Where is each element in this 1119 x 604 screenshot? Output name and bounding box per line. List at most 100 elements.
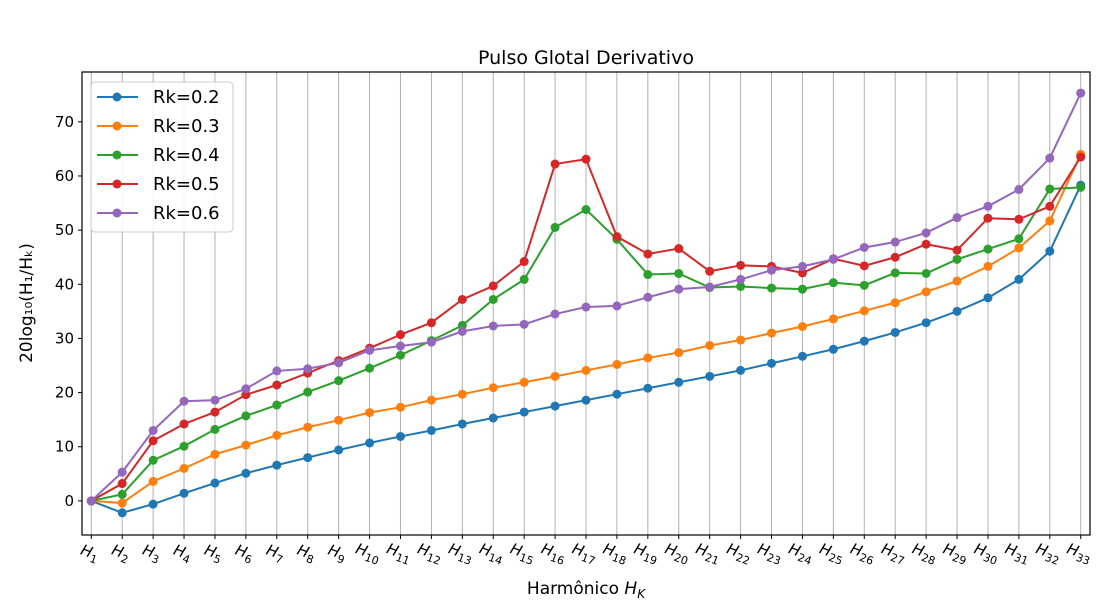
data-point bbox=[1045, 153, 1055, 163]
legend-item: Rk=0.2 bbox=[97, 87, 220, 108]
data-point bbox=[148, 499, 158, 509]
data-point bbox=[426, 425, 436, 435]
x-tick-label: H31 bbox=[1002, 540, 1033, 568]
y-tick-label: 30 bbox=[55, 329, 74, 347]
data-point bbox=[890, 327, 900, 337]
y-tick-label: 60 bbox=[55, 167, 74, 185]
x-tick-label: H12 bbox=[414, 540, 445, 568]
data-point bbox=[272, 460, 282, 470]
legend-marker bbox=[112, 179, 122, 189]
data-point bbox=[117, 467, 127, 477]
x-tick-label: H21 bbox=[692, 540, 723, 568]
data-point bbox=[983, 244, 993, 254]
legend-marker bbox=[112, 208, 122, 218]
y-tick-label: 10 bbox=[55, 438, 74, 456]
legend: Rk=0.2 Rk=0.3 Rk=0.4 Rk=0.5 Rk=0.6 bbox=[90, 81, 234, 233]
data-point bbox=[581, 154, 591, 164]
data-point bbox=[890, 268, 900, 278]
legend-frame bbox=[90, 81, 234, 233]
data-point bbox=[334, 376, 344, 386]
legend-marker bbox=[112, 121, 122, 131]
data-point bbox=[736, 260, 746, 270]
data-point bbox=[334, 358, 344, 368]
data-point bbox=[179, 488, 189, 498]
y-tick-label: 50 bbox=[55, 221, 74, 239]
data-point bbox=[859, 242, 869, 252]
legend-marker bbox=[112, 92, 122, 102]
data-point bbox=[241, 411, 251, 421]
data-point bbox=[952, 254, 962, 264]
data-point bbox=[828, 254, 838, 264]
series-rk-0-2 bbox=[86, 180, 1086, 518]
x-tick-label: H9 bbox=[325, 541, 349, 567]
data-point bbox=[519, 319, 529, 329]
data-point bbox=[365, 438, 375, 448]
data-point bbox=[736, 365, 746, 375]
data-point bbox=[921, 287, 931, 297]
data-point bbox=[581, 395, 591, 405]
data-point bbox=[1045, 216, 1055, 226]
data-point bbox=[210, 395, 220, 405]
data-point bbox=[921, 268, 931, 278]
data-point bbox=[550, 159, 560, 169]
data-point bbox=[179, 396, 189, 406]
data-point bbox=[550, 371, 560, 381]
data-point bbox=[736, 281, 746, 291]
x-axis: H1 H2 H3 H4 H5 H6 H7 H8 H9 H10 H11 H12 H13 H14 H15 H16 H… bbox=[78, 535, 1092, 568]
data-point bbox=[767, 328, 777, 338]
data-point bbox=[612, 232, 622, 242]
data-point bbox=[983, 293, 993, 303]
x-tick-label: H27 bbox=[878, 540, 909, 568]
data-point bbox=[1014, 214, 1024, 224]
legend-marker bbox=[112, 150, 122, 160]
data-point bbox=[272, 400, 282, 410]
data-point bbox=[1076, 182, 1086, 192]
data-point bbox=[643, 353, 653, 363]
data-point bbox=[179, 463, 189, 473]
data-point bbox=[983, 261, 993, 271]
x-tick-label: H8 bbox=[294, 541, 318, 567]
data-point bbox=[303, 453, 313, 463]
data-point bbox=[117, 489, 127, 499]
data-point bbox=[859, 306, 869, 316]
data-point bbox=[1045, 184, 1055, 194]
x-tick-label: H20 bbox=[661, 540, 692, 568]
legend-label: Rk=0.6 bbox=[153, 203, 220, 224]
data-point bbox=[488, 383, 498, 393]
x-tick-label: H17 bbox=[569, 540, 600, 568]
x-axis-label: Harmônico HK bbox=[527, 579, 646, 600]
y-tick-label: 0 bbox=[64, 492, 74, 510]
x-tick-label: H25 bbox=[816, 540, 847, 568]
data-point bbox=[643, 270, 653, 280]
data-point bbox=[1045, 201, 1055, 211]
data-point bbox=[705, 282, 715, 292]
data-point bbox=[736, 335, 746, 345]
data-point bbox=[952, 213, 962, 223]
x-tick-label: H22 bbox=[723, 540, 754, 568]
data-point bbox=[983, 201, 993, 211]
data-point bbox=[674, 268, 684, 278]
legend-item: Rk=0.3 bbox=[97, 116, 220, 137]
x-tick-label: H18 bbox=[600, 540, 631, 568]
data-point bbox=[303, 364, 313, 374]
x-tick-label: H3 bbox=[139, 541, 163, 567]
x-tick-label: H5 bbox=[201, 541, 225, 567]
data-point bbox=[828, 314, 838, 324]
data-point bbox=[1045, 246, 1055, 256]
data-point bbox=[890, 252, 900, 262]
data-point bbox=[457, 419, 467, 429]
data-point bbox=[334, 445, 344, 455]
data-point bbox=[148, 455, 158, 465]
data-point bbox=[272, 366, 282, 376]
data-point bbox=[117, 498, 127, 508]
y-tick-label: 70 bbox=[55, 113, 74, 131]
data-point bbox=[767, 283, 777, 293]
data-point bbox=[365, 345, 375, 355]
data-point bbox=[395, 350, 405, 360]
data-point bbox=[921, 318, 931, 328]
x-tick-label: H32 bbox=[1033, 540, 1064, 568]
data-point bbox=[272, 430, 282, 440]
data-point bbox=[148, 425, 158, 435]
data-point bbox=[581, 205, 591, 215]
x-tick-label: H4 bbox=[170, 541, 194, 567]
